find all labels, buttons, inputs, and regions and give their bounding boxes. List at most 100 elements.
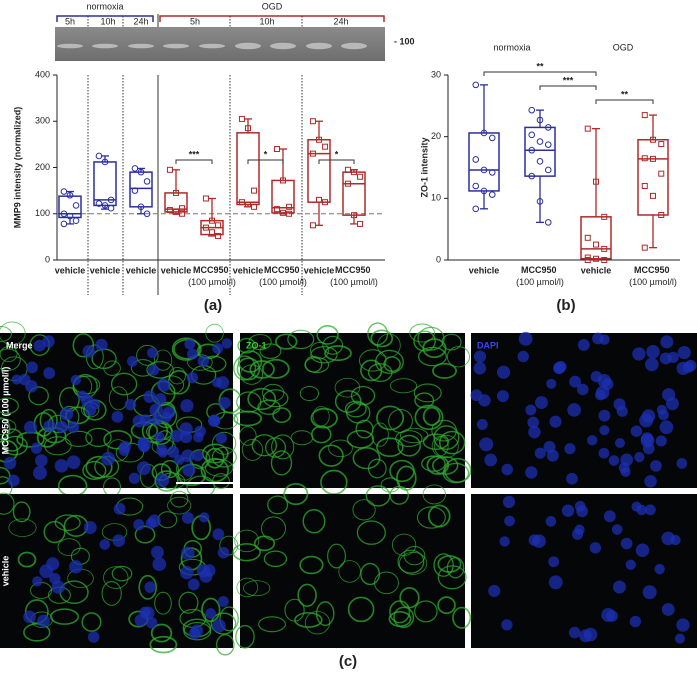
nucleus — [212, 528, 225, 541]
cell-outline — [414, 404, 444, 431]
box — [93, 161, 117, 207]
nucleus — [69, 560, 83, 574]
box — [58, 195, 82, 219]
nucleus — [614, 437, 625, 448]
data-point — [72, 202, 80, 209]
cell-outline — [43, 520, 66, 544]
nucleus — [677, 345, 691, 360]
cell-outline — [374, 571, 399, 595]
cell-outline — [236, 577, 259, 598]
nucleus — [180, 399, 194, 413]
x-tick-label: vehicle — [90, 265, 121, 275]
nucleus — [612, 580, 626, 594]
data-point — [584, 234, 591, 241]
data-point — [238, 199, 245, 206]
x-tick-label: vehicle — [304, 265, 335, 275]
cell-outline — [431, 419, 457, 442]
nucleus — [190, 624, 204, 637]
nucleus — [620, 537, 633, 550]
cell-outline — [389, 378, 418, 394]
data-point — [95, 200, 103, 207]
nucleus — [528, 534, 541, 547]
cell-outline — [318, 444, 344, 467]
nucleus — [548, 575, 563, 590]
significance-label: * — [264, 149, 268, 159]
cell-outline — [0, 492, 15, 515]
nucleus — [37, 614, 50, 628]
nucleus — [659, 420, 674, 435]
cell-outline — [263, 550, 288, 568]
nucleus — [599, 334, 610, 345]
nucleus — [501, 463, 514, 476]
cell-outline — [138, 574, 157, 600]
nucleus — [568, 626, 581, 639]
data-point — [72, 217, 80, 224]
data-point — [280, 177, 286, 184]
cell-outline — [403, 545, 426, 566]
cell-outline — [101, 581, 122, 606]
significance-bracket — [175, 159, 213, 164]
cell-outline — [103, 360, 121, 376]
cell-outline — [1, 428, 24, 452]
blot-group-label: normoxia — [86, 1, 123, 11]
nucleus — [595, 389, 606, 401]
nucleus — [676, 458, 688, 469]
nucleus — [179, 565, 194, 580]
nucleus — [42, 335, 55, 348]
nucleus — [217, 596, 229, 607]
nucleus — [496, 365, 511, 379]
data-point — [472, 182, 480, 190]
significance-bracket — [539, 85, 597, 90]
nucleus — [35, 454, 48, 467]
cell-outline — [360, 359, 383, 382]
nucleus — [33, 339, 46, 352]
data-point — [472, 156, 480, 163]
nucleus — [32, 576, 43, 587]
data-point — [101, 158, 109, 166]
data-point — [166, 207, 173, 214]
nucleus — [576, 505, 589, 518]
cell-outline — [334, 389, 362, 413]
nucleus — [527, 416, 540, 429]
nucleus — [186, 372, 198, 384]
cell-outline — [304, 356, 330, 373]
nucleus — [49, 573, 61, 585]
data-point — [173, 208, 179, 215]
nucleus — [221, 338, 233, 349]
data-point — [641, 244, 648, 251]
nucleus — [99, 539, 111, 550]
nucleus — [118, 445, 130, 456]
y-tick-label: 0 — [45, 254, 50, 264]
nucleus — [182, 463, 196, 477]
data-point — [488, 134, 496, 142]
nucleus — [199, 512, 210, 523]
nucleus — [676, 618, 690, 632]
cell-outline — [17, 551, 37, 568]
significance-label: ** — [621, 89, 629, 99]
data-point — [601, 257, 608, 263]
cell-outline — [376, 437, 404, 457]
cell-outline — [421, 455, 446, 472]
cell-outline — [393, 606, 415, 629]
data-point — [650, 136, 656, 143]
cell-outline — [389, 485, 409, 505]
data-point — [650, 192, 656, 199]
nucleus — [18, 373, 31, 386]
nucleus — [55, 420, 68, 434]
significance-bracket — [318, 159, 355, 164]
cell-outline — [272, 407, 292, 424]
cell-outline — [389, 600, 411, 624]
data-point — [344, 180, 351, 187]
cell-outline — [171, 337, 201, 361]
cell-outline — [414, 600, 438, 623]
cell-outline — [72, 333, 95, 358]
significance-label: *** — [189, 149, 200, 159]
nucleus — [535, 396, 548, 410]
data-point — [584, 257, 591, 263]
nucleus — [143, 390, 156, 403]
data-point — [593, 241, 599, 248]
data-point — [286, 203, 293, 210]
cell-outline — [85, 427, 112, 448]
data-point — [60, 210, 68, 218]
x-tick-label: MCC950 (100 µmol/l) — [629, 265, 677, 287]
